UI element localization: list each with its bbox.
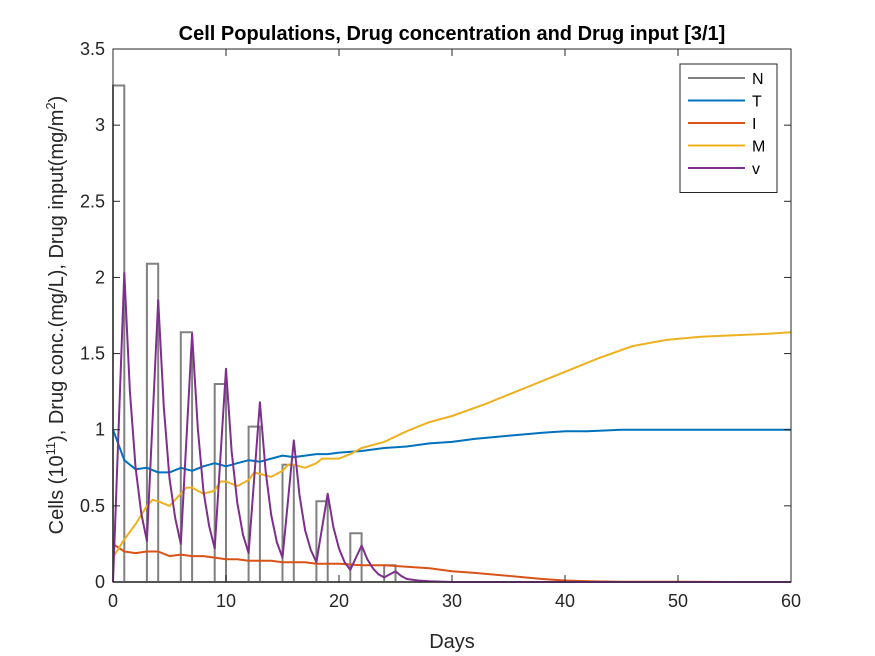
- legend-box: [679, 63, 778, 193]
- axes: 0 10 20 30 40 50 60 0 0.5 1 1.5 2 2.5 3 3.5: [80, 39, 801, 611]
- series-t-line: [112, 428, 791, 474]
- legend-label-i: I: [752, 116, 756, 133]
- y-tick-label: 2.5: [80, 191, 105, 211]
- x-tick-label: 20: [329, 591, 349, 611]
- legend-item-t: T: [688, 94, 762, 111]
- y-tick-label: 0: [95, 572, 105, 592]
- legend-label-n: N: [752, 71, 764, 88]
- series-n-bar-1: [145, 262, 160, 582]
- series-m-line: [112, 331, 792, 559]
- legend-item-i: I: [688, 116, 756, 133]
- x-tick-label: 30: [442, 591, 462, 611]
- x-tick-label: 60: [781, 591, 801, 611]
- legend-label-v: v: [752, 161, 760, 178]
- series-v-line: [112, 271, 791, 583]
- x-tick-label: 0: [108, 591, 118, 611]
- y-axis-label: Cells (1011), Drug conc.(mg/L), Drug inp…: [43, 96, 68, 535]
- legend-item-m: M: [688, 139, 765, 156]
- series-n-bar-7: [349, 532, 363, 582]
- y-tick-label: 2: [95, 267, 105, 287]
- x-tick-label: 10: [216, 591, 236, 611]
- legend-label-m: M: [752, 139, 765, 156]
- x-tick-label: 50: [668, 591, 688, 611]
- series-n-bar-2: [179, 331, 194, 582]
- legend-item-n: N: [688, 71, 764, 88]
- y-tick-label: 1: [95, 420, 105, 440]
- chart-title: Cell Populations, Drug concentration and…: [179, 23, 726, 45]
- legend-item-v: v: [688, 161, 760, 178]
- x-axis-label: Days: [429, 631, 475, 653]
- series-n-bar-4: [247, 425, 261, 582]
- series-n-bar-6: [315, 500, 329, 582]
- y-tick-label: 3.5: [80, 39, 105, 59]
- y-tick-label: 1.5: [80, 344, 105, 364]
- series-i-line: [112, 543, 791, 583]
- y-tick-label: 0.5: [80, 496, 105, 516]
- x-tick-label: 40: [555, 591, 575, 611]
- series-n-bar-3: [213, 383, 227, 582]
- legend-label-t: T: [752, 94, 762, 111]
- y-tick-label: 3: [95, 115, 105, 135]
